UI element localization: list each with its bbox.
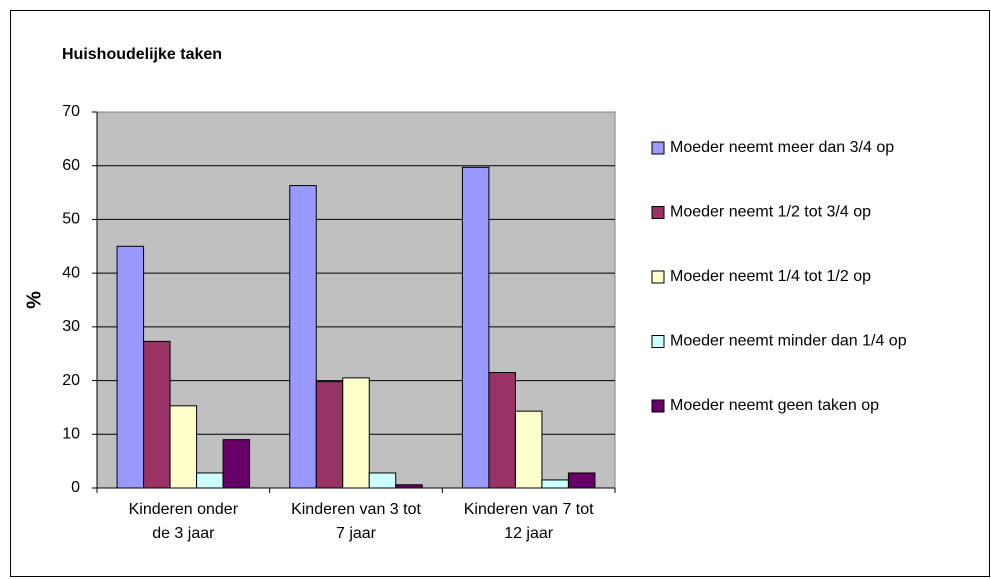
bar: [567, 472, 596, 489]
y-tick-label: 60: [62, 157, 80, 174]
legend-label: Moeder neemt meer dan 3/4 op: [670, 139, 894, 156]
legend-swatch: [651, 141, 665, 155]
chart-title: Huishoudelijke taken: [62, 46, 222, 63]
bar: [116, 245, 145, 489]
bar: [196, 472, 224, 489]
legend-swatch: [651, 399, 665, 413]
y-tick-label: 30: [62, 318, 80, 335]
bar: [315, 381, 344, 489]
bar: [488, 372, 516, 489]
bar: [395, 484, 423, 489]
x-tick-label: Kinderen onder de 3 jaar: [128, 501, 239, 542]
y-tick-label: 40: [62, 264, 80, 281]
bar: [169, 405, 198, 489]
bar: [342, 377, 370, 489]
bar: [541, 479, 569, 489]
legend-swatch: [651, 270, 665, 284]
bar: [461, 166, 490, 489]
y-tick-label: 20: [62, 372, 80, 389]
legend-label: Moeder neemt 1/4 tot 1/2 op: [670, 268, 871, 285]
y-tick-label: 0: [71, 479, 80, 496]
bar: [368, 472, 397, 489]
y-tick-label: 70: [62, 103, 80, 120]
legend-swatch: [651, 335, 665, 348]
legend-label: Moeder neemt minder dan 1/4 op: [670, 333, 907, 350]
x-tick-label: Kinderen van 3 tot 7 jaar: [291, 501, 421, 542]
bar: [222, 439, 251, 489]
bar: [514, 410, 543, 489]
legend-label: Moeder neemt geen taken op: [670, 397, 879, 414]
y-tick-label: 50: [62, 211, 80, 228]
y-tick-label: 10: [62, 426, 80, 443]
bar: [143, 340, 171, 489]
bar: [289, 185, 317, 489]
y-axis-label: %: [23, 291, 45, 309]
legend-swatch: [651, 206, 665, 219]
legend-label: Moeder neemt 1/2 tot 3/4 op: [670, 204, 871, 221]
x-tick-label: Kinderen van 7 tot 12 jaar: [463, 501, 594, 542]
